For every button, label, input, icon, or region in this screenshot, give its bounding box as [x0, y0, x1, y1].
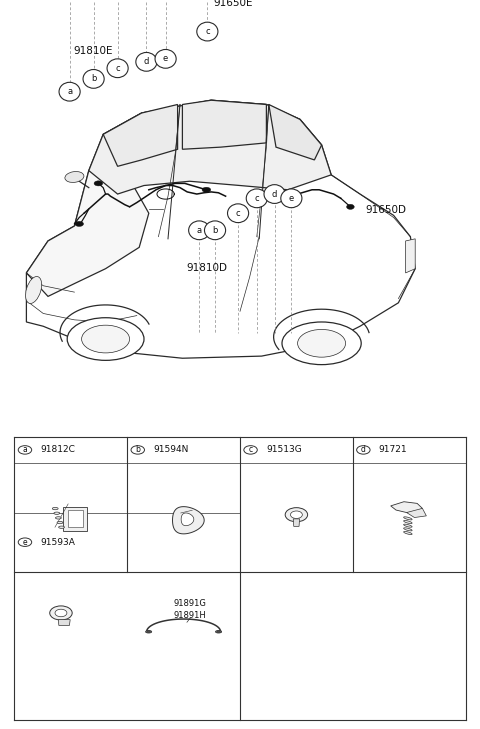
Polygon shape — [182, 100, 266, 149]
Text: b: b — [91, 74, 96, 83]
Circle shape — [197, 22, 218, 41]
Ellipse shape — [282, 322, 361, 364]
Text: c: c — [115, 63, 120, 73]
Circle shape — [228, 204, 249, 222]
Circle shape — [204, 221, 226, 240]
Polygon shape — [26, 100, 415, 358]
Ellipse shape — [404, 517, 412, 520]
Polygon shape — [63, 507, 87, 531]
Ellipse shape — [147, 631, 150, 633]
Polygon shape — [68, 510, 83, 527]
Circle shape — [264, 184, 285, 203]
Text: 91513G: 91513G — [266, 445, 301, 454]
Ellipse shape — [404, 528, 412, 531]
Text: e: e — [23, 538, 27, 547]
Text: c: c — [236, 208, 240, 218]
Polygon shape — [391, 502, 422, 512]
Text: a: a — [23, 445, 27, 454]
Ellipse shape — [404, 531, 412, 534]
Polygon shape — [89, 100, 331, 194]
Polygon shape — [293, 519, 300, 526]
Ellipse shape — [67, 318, 144, 360]
Circle shape — [83, 69, 104, 88]
Circle shape — [107, 59, 128, 77]
Ellipse shape — [347, 204, 354, 209]
Ellipse shape — [65, 171, 84, 182]
Polygon shape — [406, 239, 415, 273]
Ellipse shape — [56, 517, 61, 519]
Text: d: d — [361, 445, 366, 454]
Circle shape — [246, 189, 267, 208]
Ellipse shape — [404, 524, 412, 527]
Ellipse shape — [25, 276, 42, 303]
Circle shape — [281, 189, 302, 208]
Circle shape — [155, 50, 176, 69]
Ellipse shape — [298, 330, 346, 357]
Text: a: a — [197, 226, 202, 235]
Ellipse shape — [82, 325, 130, 353]
Polygon shape — [181, 513, 194, 526]
Ellipse shape — [75, 222, 84, 227]
Circle shape — [357, 445, 370, 454]
Text: d: d — [272, 190, 277, 198]
Text: e: e — [163, 55, 168, 63]
Circle shape — [244, 445, 257, 454]
Text: c: c — [254, 194, 259, 203]
Text: 91891G
91891H: 91891G 91891H — [174, 599, 207, 620]
Text: e: e — [289, 194, 294, 203]
Ellipse shape — [290, 511, 302, 518]
Ellipse shape — [52, 507, 58, 510]
Text: c: c — [205, 27, 210, 36]
Ellipse shape — [54, 512, 60, 515]
Circle shape — [18, 445, 32, 454]
Text: 91650D: 91650D — [366, 206, 407, 215]
Circle shape — [189, 221, 210, 240]
Polygon shape — [59, 620, 70, 625]
Circle shape — [59, 82, 80, 101]
Polygon shape — [269, 104, 322, 160]
Text: b: b — [135, 445, 140, 454]
Text: 91810E: 91810E — [74, 47, 113, 56]
Text: 91812C: 91812C — [40, 445, 75, 454]
Polygon shape — [26, 171, 149, 297]
Circle shape — [18, 538, 32, 547]
Text: d: d — [144, 58, 149, 66]
Polygon shape — [407, 508, 426, 518]
Polygon shape — [172, 507, 204, 534]
Ellipse shape — [94, 181, 103, 186]
Ellipse shape — [57, 521, 63, 523]
Ellipse shape — [216, 631, 222, 633]
Circle shape — [136, 52, 157, 71]
Ellipse shape — [404, 521, 412, 523]
Ellipse shape — [289, 202, 297, 207]
Text: 91650E: 91650E — [213, 0, 252, 8]
Text: 91593A: 91593A — [40, 538, 75, 547]
Ellipse shape — [50, 606, 72, 620]
Text: 91810D: 91810D — [186, 263, 227, 273]
Ellipse shape — [55, 609, 67, 617]
Ellipse shape — [217, 631, 220, 633]
Text: c: c — [249, 445, 252, 454]
Text: a: a — [67, 87, 72, 96]
Ellipse shape — [285, 507, 308, 522]
Ellipse shape — [59, 526, 64, 529]
Text: 91594N: 91594N — [153, 445, 189, 454]
Polygon shape — [103, 104, 178, 166]
Circle shape — [131, 445, 144, 454]
Text: 91721: 91721 — [379, 445, 408, 454]
Ellipse shape — [145, 631, 152, 633]
Text: b: b — [212, 226, 218, 235]
Ellipse shape — [202, 187, 211, 192]
